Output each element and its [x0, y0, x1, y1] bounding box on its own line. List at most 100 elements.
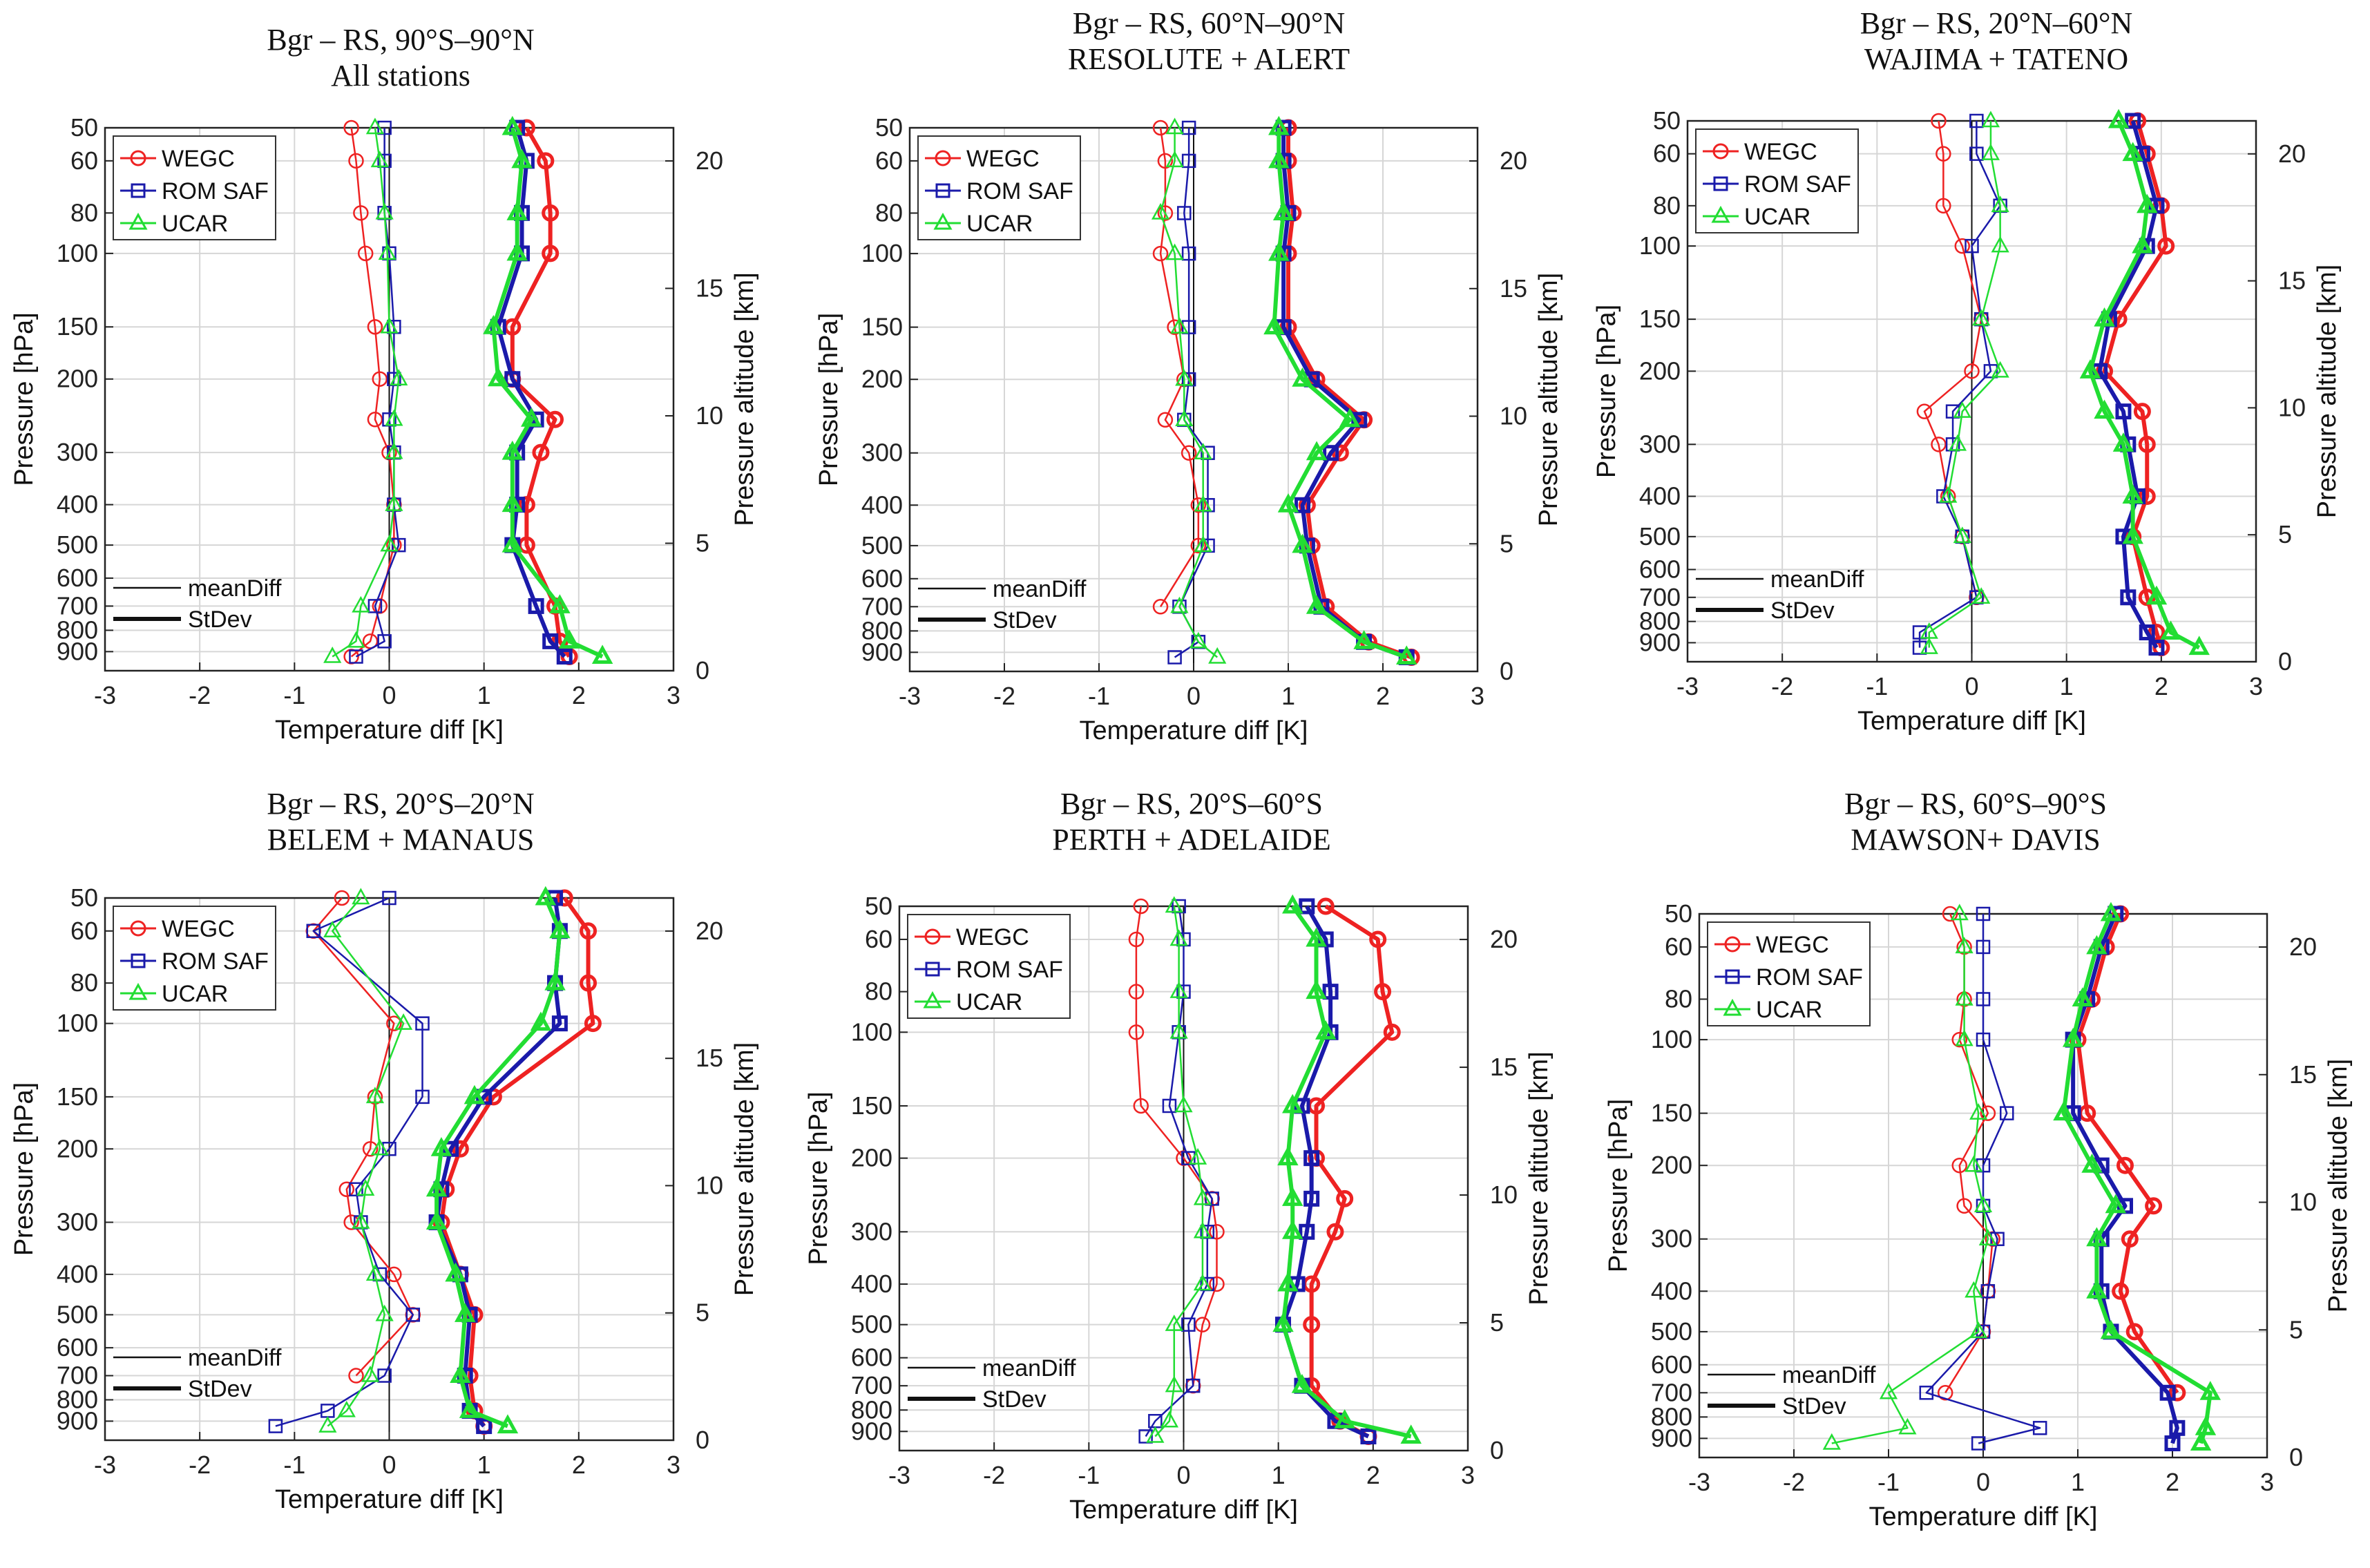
- data-point-triangle: [1151, 202, 1170, 220]
- y-tick-label: 900: [851, 1417, 892, 1445]
- data-point-square: [542, 633, 559, 649]
- data-point-square: [551, 1015, 568, 1032]
- data-point-triangle: [1165, 896, 1183, 913]
- series-wegc-meandiff: [1937, 906, 2000, 1401]
- y2-axis-label: Pressure altitude [km]: [2313, 265, 2342, 518]
- data-point-triangle: [1965, 1155, 1983, 1172]
- data-point-circle: [2138, 435, 2156, 453]
- y-tick-label: 500: [861, 531, 903, 560]
- legend: WEGC ROM SAF UCAR: [917, 135, 1081, 240]
- data-point-triangle: [1353, 630, 1375, 649]
- x-tick-label: -1: [283, 681, 305, 709]
- series-rom-saf-stdev: [428, 890, 568, 1435]
- y-tick-label: 50: [1653, 106, 1681, 135]
- data-point-triangle: [497, 1414, 519, 1434]
- data-point-square: [1299, 898, 1315, 915]
- series-line: [2087, 119, 2201, 650]
- data-point-triangle: [1306, 927, 1327, 947]
- y-tick-label: 600: [57, 1333, 98, 1361]
- series-ucar-stdev: [1272, 894, 1422, 1444]
- data-point-circle: [1374, 983, 1392, 1001]
- y-tick-label: 900: [57, 637, 98, 665]
- y-tick-label: 500: [57, 1300, 98, 1328]
- data-point-triangle: [1282, 1220, 1303, 1239]
- data-point-square: [1167, 650, 1182, 665]
- x-tick-label: -3: [94, 681, 116, 709]
- data-point-triangle: [1972, 309, 1991, 326]
- legend-meandiff-label: meanDiff: [982, 1355, 1076, 1381]
- data-point-square: [377, 120, 392, 135]
- x-axis-label: Temperature diff [K]: [275, 1485, 504, 1514]
- y2-tick-label: 10: [1490, 1180, 1518, 1209]
- series-wegc-stdev: [1303, 897, 1401, 1445]
- y-tick-label: 80: [865, 977, 892, 1006]
- y-axis-label: Pressure [hPa]: [804, 1091, 833, 1265]
- y2-axis-label: Pressure altitude [km]: [1534, 273, 1563, 526]
- y-tick-label: 700: [851, 1371, 892, 1399]
- data-point-circle: [353, 205, 369, 221]
- data-point-triangle: [1974, 1196, 1993, 1213]
- data-point-triangle: [380, 316, 399, 334]
- data-point-circle: [1326, 1223, 1344, 1241]
- data-point-square: [391, 537, 406, 553]
- data-point-circle: [1152, 599, 1169, 615]
- x-axis-label: Temperature diff [K]: [275, 716, 504, 745]
- chart-title: Bgr – RS, 60°S–90°S: [1844, 787, 2107, 821]
- y2-axis-label: Pressure altitude [km]: [730, 272, 759, 526]
- data-point-square: [1162, 1098, 1177, 1113]
- data-point-circle: [334, 890, 350, 906]
- legend-marker-triangle: [923, 991, 942, 1008]
- data-point-circle: [580, 974, 598, 992]
- data-point-square: [2120, 589, 2137, 606]
- y2-tick-label: 0: [2289, 1443, 2303, 1471]
- data-point-square: [1969, 146, 1984, 161]
- data-point-square: [268, 1419, 283, 1433]
- y-tick-label: 60: [70, 146, 98, 175]
- data-point-circle: [1317, 897, 1335, 915]
- y-tick-label: 100: [861, 239, 903, 267]
- x-tick-label: -1: [283, 1451, 305, 1479]
- data-point-triangle: [2062, 1027, 2084, 1047]
- data-point-circle: [362, 1141, 379, 1157]
- y-tick-label: 600: [861, 564, 903, 593]
- data-point-triangle: [1955, 1029, 1974, 1046]
- data-point-square: [415, 1089, 430, 1105]
- legend-line-style: meanDiff StDev: [1708, 1362, 1876, 1419]
- y-axis-label: Pressure [hPa]: [1592, 305, 1621, 478]
- x-tick-label: -1: [1877, 1468, 1900, 1496]
- legend-marker-triangle: [1711, 205, 1730, 223]
- data-point-triangle: [2094, 307, 2115, 327]
- legend-stdev-label: StDev: [188, 1376, 252, 1402]
- series-line: [2061, 912, 2213, 1444]
- y2-tick-label: 15: [1490, 1053, 1518, 1081]
- y2-tick-label: 10: [696, 1171, 723, 1199]
- legend-marker-square: [131, 953, 146, 968]
- data-point-triangle: [2100, 1319, 2122, 1339]
- x-tick-label: -2: [1783, 1468, 1805, 1496]
- series-ucar-stdev: [2079, 108, 2210, 656]
- y-tick-label: 80: [1653, 191, 1681, 220]
- legend-marker-triangle: [1723, 998, 1742, 1016]
- x-tick-label: 2: [1376, 682, 1390, 710]
- data-point-square: [1177, 206, 1192, 220]
- y-tick-label: 800: [57, 615, 98, 644]
- legend-label: WEGC: [1756, 932, 1829, 958]
- legend-label: ROM SAF: [966, 178, 1073, 204]
- data-point-triangle: [323, 646, 342, 663]
- data-point-triangle: [1991, 361, 2009, 378]
- data-point-triangle: [375, 1304, 394, 1321]
- data-point-triangle: [549, 594, 571, 613]
- series-line: [312, 897, 414, 1377]
- x-tick-label: 3: [2260, 1468, 2274, 1496]
- data-point-square: [2159, 1384, 2176, 1401]
- x-tick-label: -1: [1088, 682, 1110, 710]
- chart-subtitle: WAJIMA + TATENO: [1864, 42, 2128, 76]
- data-point-triangle: [591, 644, 613, 665]
- data-point-triangle: [1291, 1373, 1313, 1393]
- data-point-triangle: [1277, 1272, 1299, 1292]
- data-point-square: [1976, 1032, 1991, 1047]
- x-tick-label: 2: [2166, 1468, 2179, 1496]
- y-tick-label: 700: [57, 591, 98, 620]
- data-point-triangle: [2100, 901, 2122, 921]
- data-point-triangle: [1268, 115, 1290, 135]
